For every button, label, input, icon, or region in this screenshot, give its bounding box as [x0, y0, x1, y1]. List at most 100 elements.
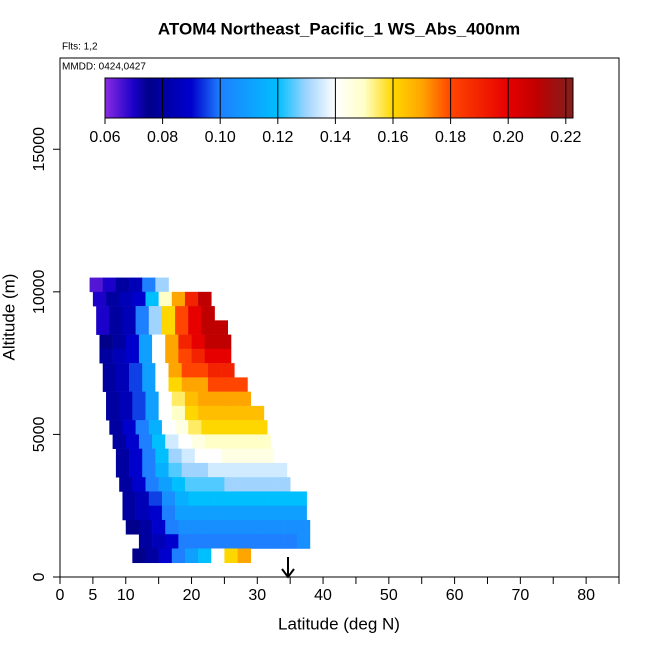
cell	[175, 420, 189, 435]
cell	[155, 462, 169, 478]
cell	[122, 505, 136, 521]
cell	[125, 334, 140, 350]
cell	[168, 363, 182, 378]
cell	[270, 534, 284, 549]
cell	[99, 334, 113, 350]
cell	[224, 405, 238, 421]
cell	[207, 363, 222, 378]
cell	[191, 348, 205, 364]
cell	[204, 519, 219, 535]
y-tick-label: 15000	[31, 127, 48, 172]
cell	[132, 548, 146, 564]
cell	[129, 363, 143, 378]
cell	[155, 448, 169, 464]
cell	[217, 334, 232, 350]
cell	[224, 391, 238, 407]
x-tick-label: 60	[446, 587, 464, 604]
cell	[125, 348, 140, 364]
cell	[152, 334, 166, 350]
cell	[178, 334, 192, 350]
cell	[257, 534, 271, 549]
cell	[250, 477, 265, 492]
cell	[204, 334, 219, 350]
cell	[122, 306, 136, 321]
cell	[171, 405, 186, 421]
cell	[181, 377, 196, 392]
y-tick-label: 10000	[31, 269, 48, 314]
cell	[135, 420, 150, 435]
cell	[122, 491, 136, 507]
cell	[198, 477, 212, 492]
cell	[135, 505, 150, 521]
cell	[188, 505, 202, 521]
cell	[148, 420, 163, 435]
cell	[211, 391, 225, 407]
cell	[178, 434, 192, 449]
cell	[135, 320, 150, 335]
cell	[132, 405, 146, 421]
cell	[161, 306, 176, 321]
cell	[158, 391, 173, 407]
cell	[234, 462, 248, 478]
cell	[145, 405, 159, 421]
cell	[161, 320, 176, 335]
cell	[260, 448, 275, 464]
cell	[230, 534, 245, 549]
cell	[152, 434, 166, 449]
cell	[273, 462, 288, 478]
cell	[188, 491, 202, 507]
x-axis-label: Latitude (deg N)	[278, 614, 400, 633]
cell	[267, 491, 281, 507]
cell	[257, 434, 271, 449]
cell	[184, 291, 199, 307]
cell	[132, 477, 146, 492]
cell	[257, 519, 271, 535]
cell	[181, 462, 196, 478]
y-axis-label: Altitude (m)	[0, 274, 18, 361]
cell	[122, 420, 136, 435]
cell	[168, 448, 182, 464]
cell	[217, 519, 232, 535]
cell	[171, 548, 186, 564]
cell	[119, 477, 133, 492]
cell	[158, 291, 173, 307]
cell	[106, 391, 120, 407]
y-tick-label: 0	[31, 572, 48, 581]
y-tick-label: 5000	[31, 417, 48, 453]
cell	[178, 534, 192, 549]
cell	[152, 534, 166, 549]
colorbar-tick-label: 0.18	[435, 129, 466, 146]
cell	[161, 420, 176, 435]
cell	[129, 377, 143, 392]
cell	[234, 448, 248, 464]
x-tick-label: 5	[88, 587, 97, 604]
cell	[135, 306, 150, 321]
cell	[250, 405, 265, 421]
cell	[109, 420, 123, 435]
cell	[175, 306, 189, 321]
colorbar-tick-label: 0.06	[89, 129, 120, 146]
x-tick-label: 40	[314, 587, 332, 604]
cell	[165, 519, 179, 535]
cell	[148, 306, 163, 321]
cell	[142, 363, 156, 378]
cell	[283, 534, 298, 549]
cell	[89, 277, 104, 293]
cell	[178, 348, 192, 364]
cell	[227, 491, 242, 507]
cell	[145, 477, 159, 492]
cell	[191, 334, 205, 350]
cell	[165, 534, 179, 549]
cell	[280, 505, 294, 521]
cell	[175, 505, 189, 521]
cell	[96, 306, 110, 321]
cell	[148, 505, 163, 521]
cell	[230, 519, 245, 535]
cell	[217, 534, 232, 549]
colorbar-tick-label: 0.22	[550, 129, 581, 146]
plot-frame	[59, 57, 620, 578]
cell	[244, 519, 258, 535]
cell	[207, 462, 222, 478]
cell	[175, 320, 189, 335]
cell	[158, 477, 173, 492]
